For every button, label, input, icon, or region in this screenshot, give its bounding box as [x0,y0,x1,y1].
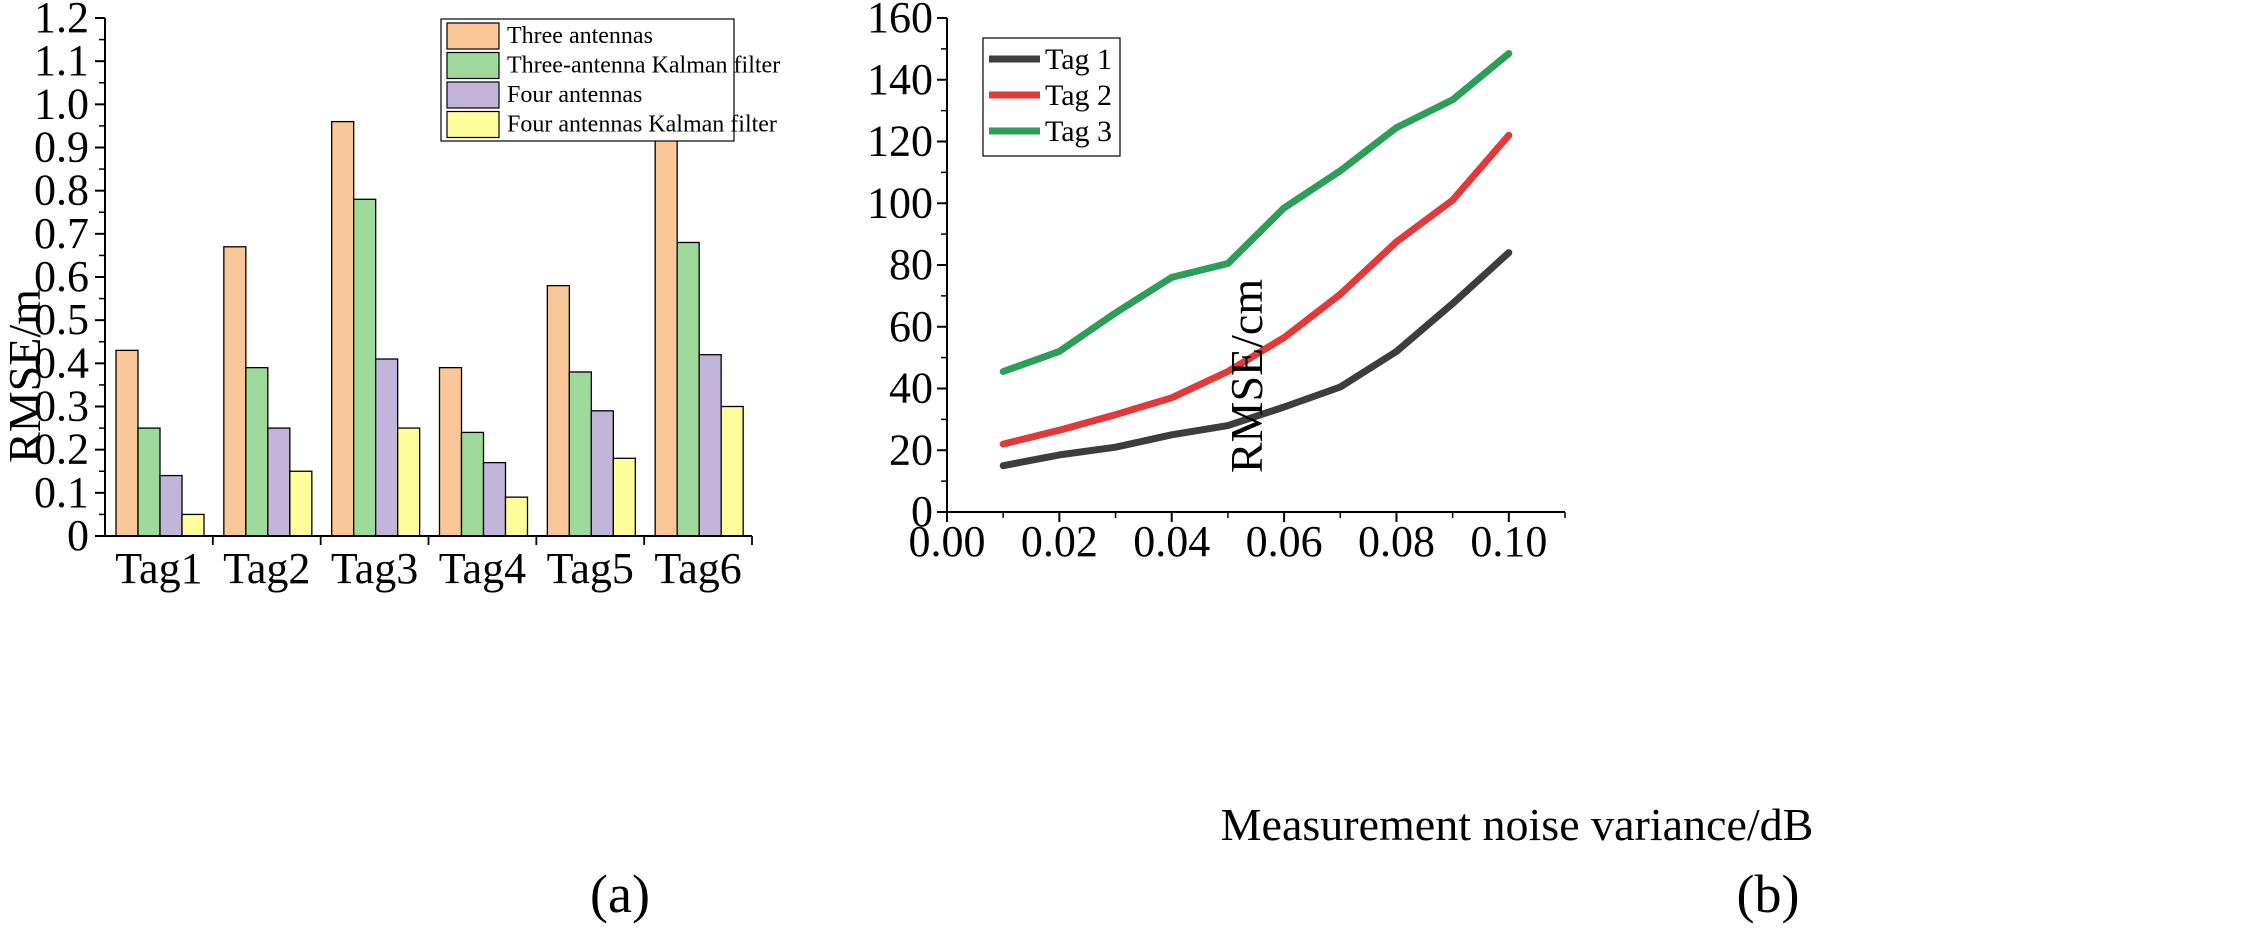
panel-a-y-tick-label: 0.9 [34,123,89,172]
panel-b-y-tick-label: 140 [867,55,933,104]
panel-a-y-tick-label: 0.4 [34,338,89,387]
panel-a-legend: Three antennas Three-antenna Kalman filte… [440,18,780,142]
panel-b-y-tick-label: 0 [911,487,933,536]
bar-tag4-series-2 [460,431,485,537]
panel-b-lines [999,50,1513,470]
line-series-tag-3 [999,50,1513,375]
panel-a-x-tick-label: Tag4 [439,544,526,593]
legend-label-tag-3: Tag 3 [1045,115,1112,148]
panel-b-label: (b) [1737,864,1800,924]
bar-tag1-series-3 [159,474,183,537]
panel-b-y-tick-label: 60 [889,302,933,351]
panel-a-x-tick-label: Tag2 [223,544,310,593]
panel-a-axes: 00.10.20.30.40.50.60.70.80.91.01.11.2 Tag… [34,0,753,593]
panel-a-x-tick-label: Tag3 [331,544,418,593]
legend-label-series-2: Three-antenna Kalman filter [507,53,780,79]
panel-b-x-tick-label: 0.04 [1133,517,1210,566]
panel-a-x-tick-label: Tag5 [547,544,634,593]
panel-a-label: (a) [590,864,650,924]
line-series-tag-1 [999,249,1513,470]
bar-tag3-series-4 [397,427,421,537]
bar-tag2-series-4 [289,470,313,537]
panel-b-axes: 0 20 40 60 80 100 120 140 160 0.00 0.02 0.04 0.06 0.0… [867,0,1566,566]
panel-a-x-tick-label: Tag6 [654,544,741,593]
legend-label-series-3: Four antennas [507,82,642,108]
bar-tag6-series-2 [676,241,700,537]
bar-tag5-series-3 [590,410,614,537]
panel-a-y-tick-label: 1.1 [34,36,89,85]
legend-swatch-series-1 [446,22,500,50]
panel-b-x-tick-label: 0.02 [1021,517,1098,566]
bar-tag5-series-2 [568,371,592,537]
panel-a-bars [115,120,744,537]
bar-tag6-series-3 [698,354,722,537]
panel-a-y-tick-label: 0.5 [34,295,89,344]
panel-b-y-tick-label: 80 [889,240,933,289]
panel-b-line-chart: 0 20 40 60 80 100 120 140 160 0.00 0.02 0.04 0.06 0.0… [867,0,1813,924]
legend-label-tag-2: Tag 2 [1045,79,1112,112]
bar-tag3-series-1 [331,120,355,537]
legend-label-series-4: Four antennas Kalman filter [507,112,777,138]
bar-tag1-series-2 [137,427,161,537]
bar-tag6-series-1 [654,133,678,537]
panel-b-x-tick-label: 0.10 [1470,517,1547,566]
legend-swatch-series-4 [446,110,500,139]
legend-label-series-1: Three antennas [507,23,653,49]
panel-b-y-tick-label: 120 [867,117,933,166]
panel-b-y-tick-label: 160 [867,0,933,42]
panel-a-y-tick-label: 1.0 [34,79,89,128]
panel-a-y-tick-label: 0.3 [34,382,89,431]
bar-tag2-series-3 [267,427,291,537]
panel-a-y-tick-label: 0.8 [34,166,89,215]
legend-label-tag-1: Tag 1 [1045,43,1112,76]
bar-tag6-series-4 [720,405,744,537]
panel-b-y-axis-label: RMSE/cm [1221,279,1272,473]
panel-a-y-tick-label: 0.6 [34,252,89,301]
bar-tag4-series-4 [504,496,529,537]
line-series-tag-2 [999,131,1513,448]
panel-a-y-tick-label: 0 [67,511,89,560]
legend-swatch-series-2 [446,51,500,80]
bar-tag5-series-4 [612,457,636,537]
bar-tag1-series-1 [115,349,139,537]
bar-tag4-series-3 [482,461,507,537]
bar-tag1-series-4 [181,513,205,537]
bar-tag5-series-1 [546,284,570,537]
panel-a-y-axis-label: RMSE/m [0,289,50,463]
legend-swatch-series-3 [446,81,500,109]
panel-a-y-tick-label: 0.1 [34,468,89,517]
panel-b-x-tick-label: 0.00 [909,517,986,566]
panel-b-y-tick-label: 20 [889,425,933,474]
bar-tag3-series-3 [375,358,399,537]
panel-a-x-tick-label: Tag1 [115,544,202,593]
panel-a-y-tick-label: 0.7 [34,209,89,258]
panel-a-y-tick-label: 1.2 [34,0,89,42]
bar-tag4-series-1 [438,366,463,537]
bar-tag2-series-1 [223,246,247,537]
panel-b-x-tick-label: 0.06 [1246,517,1323,566]
panel-a-y-tick-label: 0.2 [34,425,89,474]
panel-a-bar-chart: 00.10.20.30.40.50.60.70.80.91.01.11.2 Tag… [0,0,780,924]
panel-b-x-tick-label: 0.08 [1358,517,1435,566]
bar-tag2-series-2 [245,366,269,537]
panel-b-x-axis-label: Measurement noise variance/dB [1221,799,1814,850]
panel-b-y-tick-label: 100 [867,178,933,227]
panel-b-y-tick-label: 40 [889,364,933,413]
bar-tag3-series-2 [353,198,377,537]
